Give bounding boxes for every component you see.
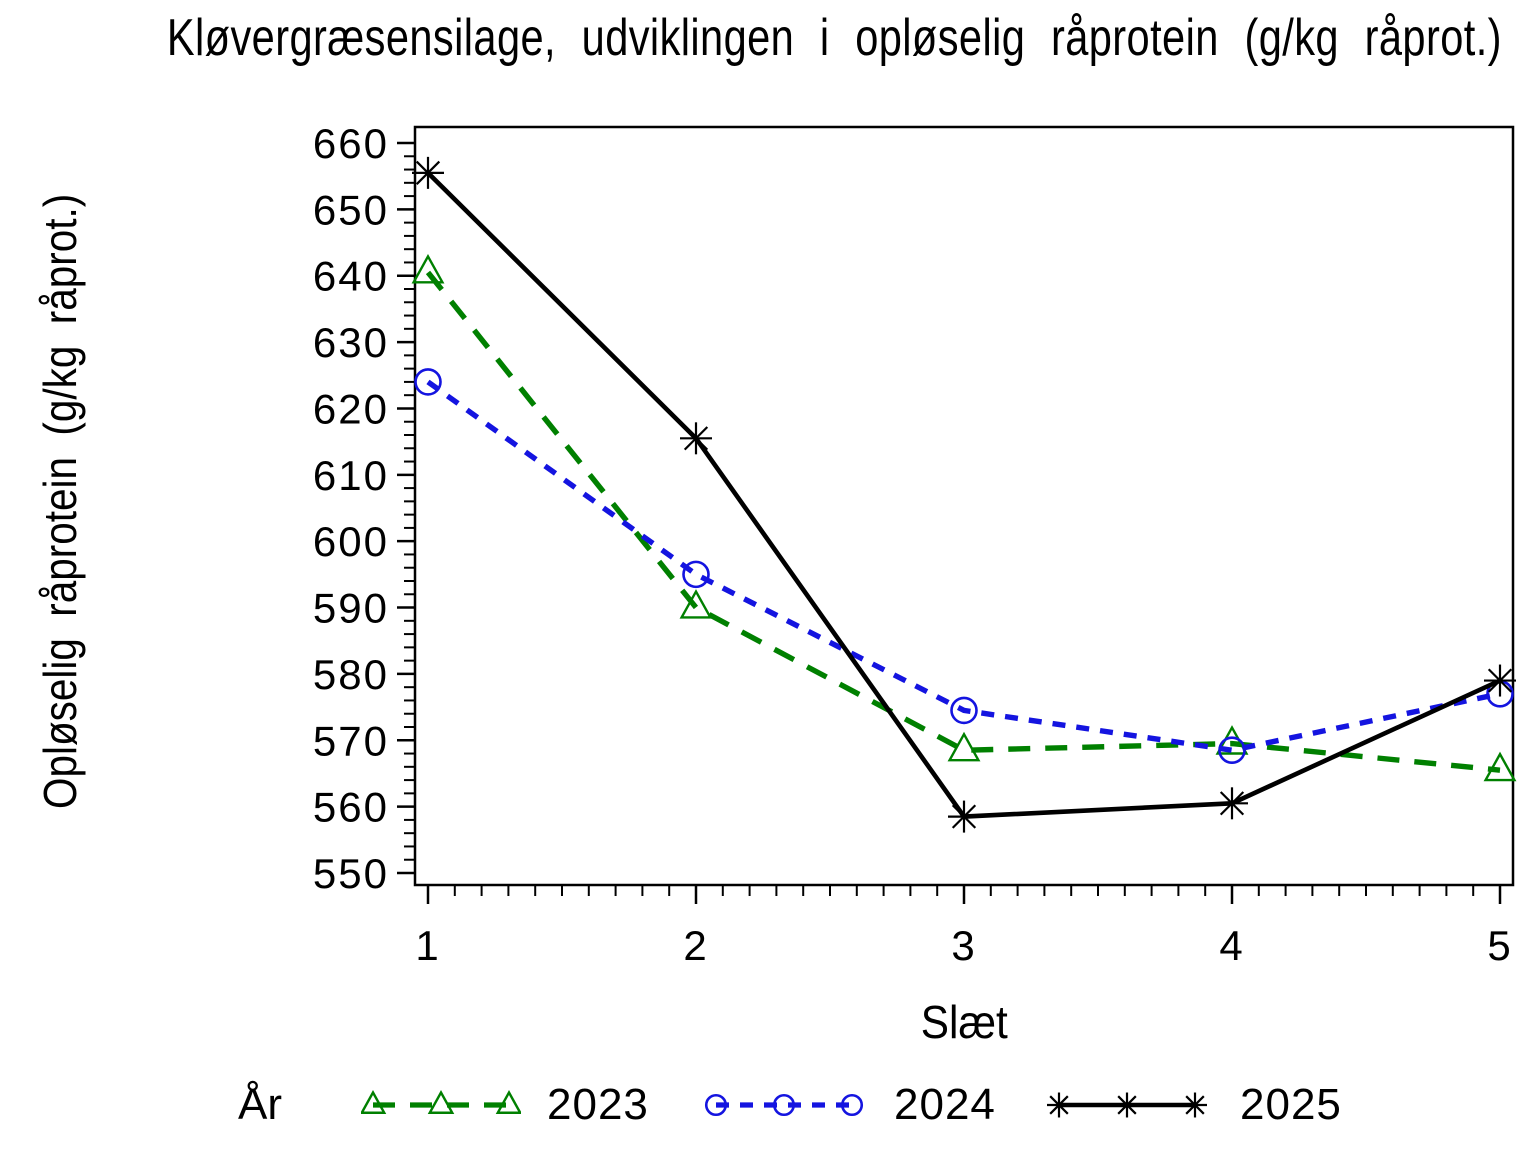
marker-circle bbox=[1218, 736, 1246, 765]
marker-triangle bbox=[1483, 751, 1517, 782]
x-tick-label-1: 1 bbox=[415, 922, 440, 969]
x-axis-title-text: Slæt bbox=[920, 996, 1008, 1048]
x-tick-label-4: 4 bbox=[1219, 922, 1244, 969]
y-tick-label-610: 610 bbox=[313, 452, 389, 499]
chart-title-text: Kløvergræsensilage, udviklingen i opløse… bbox=[166, 9, 1502, 67]
marker-triangle bbox=[495, 1090, 521, 1114]
y-tick-label-630: 630 bbox=[313, 319, 389, 366]
series-2025 bbox=[412, 156, 1516, 833]
legend-sample-2025 bbox=[1047, 1092, 1207, 1118]
y-tick-label-590: 590 bbox=[313, 585, 389, 632]
marker-asterisk-ray bbox=[951, 804, 977, 829]
legend-label-2024: 2024 bbox=[894, 1080, 996, 1129]
marker-triangle bbox=[361, 1090, 387, 1114]
y-tick-label-660: 660 bbox=[313, 120, 389, 167]
marker-circle bbox=[772, 1093, 796, 1117]
marker-asterisk-ray bbox=[1487, 668, 1513, 693]
y-tick-label-570: 570 bbox=[313, 717, 389, 764]
y-tick-label-580: 580 bbox=[313, 651, 389, 698]
x-tick-label-5: 5 bbox=[1487, 922, 1512, 969]
marker-triangle bbox=[411, 253, 445, 284]
marker-triangle bbox=[947, 731, 981, 762]
marker-circle bbox=[950, 696, 978, 725]
marker-circle bbox=[682, 560, 710, 589]
chart-title: Kløvergræsensilage, udviklingen i opløse… bbox=[0, 8, 1536, 68]
y-tick-label-550: 550 bbox=[313, 850, 389, 897]
plot-frame bbox=[413, 125, 1515, 887]
legend-label-2023: 2023 bbox=[547, 1080, 649, 1129]
y-tick-label-560: 560 bbox=[313, 784, 389, 831]
y-tick-label-640: 640 bbox=[313, 253, 389, 300]
marker-circle bbox=[414, 368, 442, 396]
y-tick-label-650: 650 bbox=[313, 186, 389, 233]
marker-circle bbox=[704, 1093, 728, 1117]
series-line-2024 bbox=[426, 379, 1501, 753]
legend-sample-2024 bbox=[704, 1093, 864, 1117]
legend-title: År bbox=[238, 1080, 282, 1129]
y-tick-label-620: 620 bbox=[313, 385, 389, 432]
marker-circle bbox=[840, 1093, 864, 1117]
series-line-2023 bbox=[425, 270, 1501, 773]
marker-triangle bbox=[427, 1090, 455, 1114]
legend-sample-2023 bbox=[361, 1090, 521, 1114]
marker-asterisk-ray bbox=[1185, 1095, 1205, 1115]
marker-asterisk-ray bbox=[1219, 791, 1245, 816]
marker-asterisk-ray bbox=[1049, 1095, 1069, 1115]
marker-asterisk-ray bbox=[1117, 1095, 1137, 1115]
series-2023 bbox=[411, 253, 1517, 782]
legend-label-2025: 2025 bbox=[1240, 1080, 1342, 1129]
x-tick-label-2: 2 bbox=[683, 922, 708, 969]
marker-triangle bbox=[679, 589, 713, 619]
legend: År 2023 2024 2025 bbox=[0, 1076, 1536, 1134]
series-2024 bbox=[414, 368, 1514, 765]
y-tick-label-600: 600 bbox=[313, 518, 389, 565]
x-axis-title: Slæt bbox=[415, 995, 1513, 1049]
marker-asterisk-ray bbox=[415, 160, 441, 185]
marker-asterisk-ray bbox=[683, 426, 709, 451]
x-tick-label-3: 3 bbox=[951, 922, 976, 969]
